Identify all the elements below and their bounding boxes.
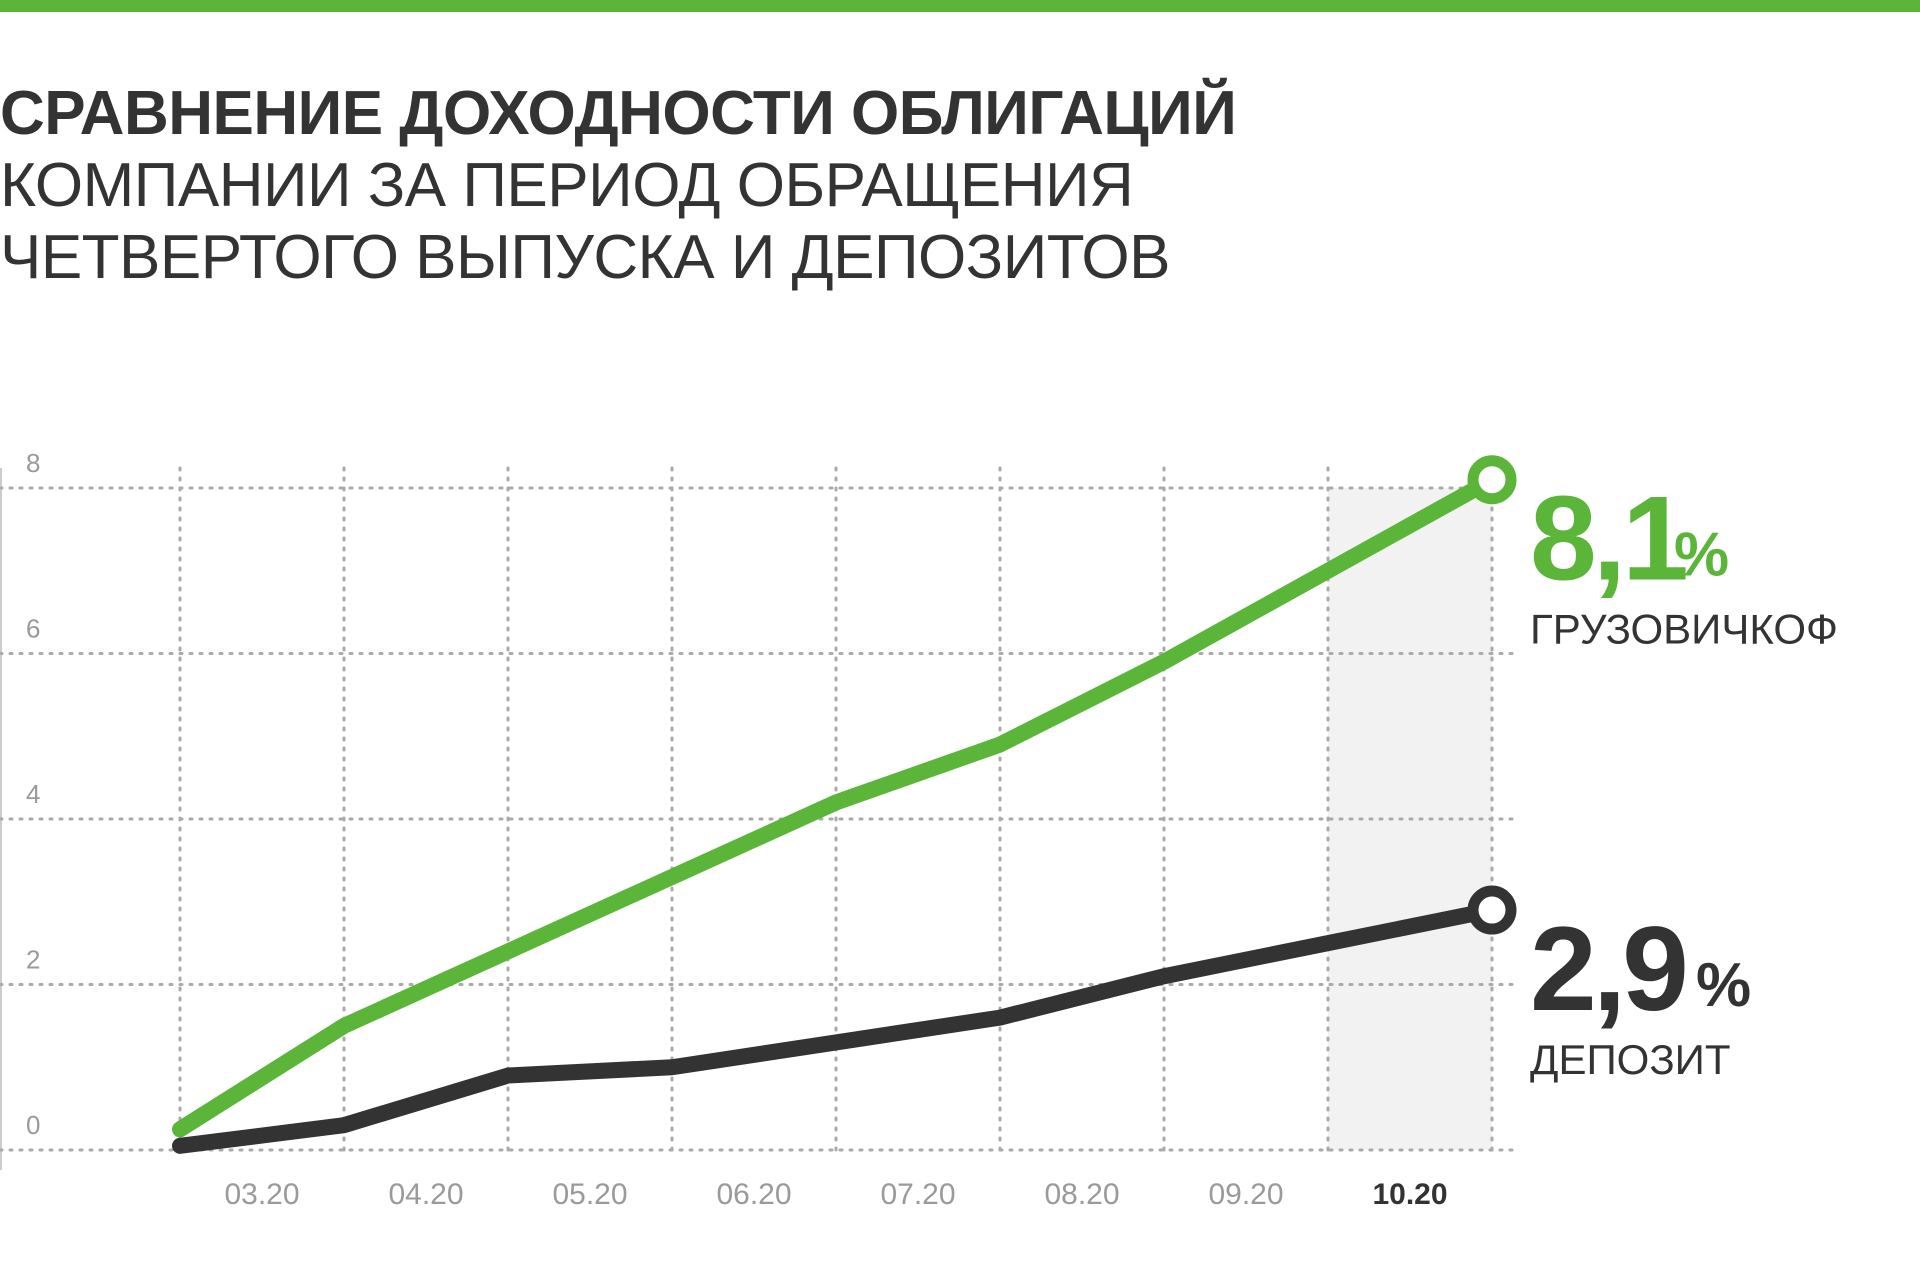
series-1-value: 8,1 <box>1530 472 1686 606</box>
x-tick-label-05.20: 05.20 <box>552 1178 627 1211</box>
title-line-3: ЧЕТВЕРТОГО ВЫПУСКА И ДЕПОЗИТОВ <box>0 223 1170 292</box>
series-end-marker-2 <box>1467 885 1517 935</box>
chart-title: СРАВНЕНИЕ ДОХОДНОСТИ ОБЛИГАЦИЙ КОМПАНИИ … <box>0 78 1237 294</box>
title-line-bold: СРАВНЕНИЕ ДОХОДНОСТИ ОБЛИГАЦИЙ <box>0 79 1237 148</box>
y-tick-label-0: 0 <box>26 1110 40 1140</box>
x-tick-label-03.20: 03.20 <box>224 1178 299 1211</box>
top-accent-bar <box>0 0 1920 12</box>
series-2-name: ДЕПОЗИТ <box>1530 1036 1731 1083</box>
x-tick-label-08.20: 08.20 <box>1044 1178 1119 1211</box>
series-1-name: ГРУЗОВИЧКОФ <box>1530 606 1838 653</box>
y-tick-label-6: 6 <box>26 614 40 644</box>
x-tick-label-10.20: 10.20 <box>1372 1178 1447 1211</box>
y-tick-label-8: 8 <box>26 448 40 478</box>
x-tick-label-04.20: 04.20 <box>388 1178 463 1211</box>
y-tick-label-2: 2 <box>26 945 40 975</box>
series-2-value: 2,9 <box>1530 902 1685 1036</box>
x-tick-label-07.20: 07.20 <box>880 1178 955 1211</box>
series-line-1 <box>172 471 1500 1138</box>
series-end-marker-1 <box>1467 455 1517 505</box>
title-line-2: КОМПАНИИ ЗА ПЕРИОД ОБРАЩЕНИЯ <box>0 151 1134 220</box>
series-1-unit: % <box>1674 521 1729 590</box>
series-line-2 <box>172 902 1500 1154</box>
y-tick-label-4: 4 <box>26 779 40 809</box>
series-2-unit: % <box>1696 951 1751 1020</box>
x-tick-label-06.20: 06.20 <box>716 1178 791 1211</box>
x-tick-label-09.20: 09.20 <box>1208 1178 1283 1211</box>
